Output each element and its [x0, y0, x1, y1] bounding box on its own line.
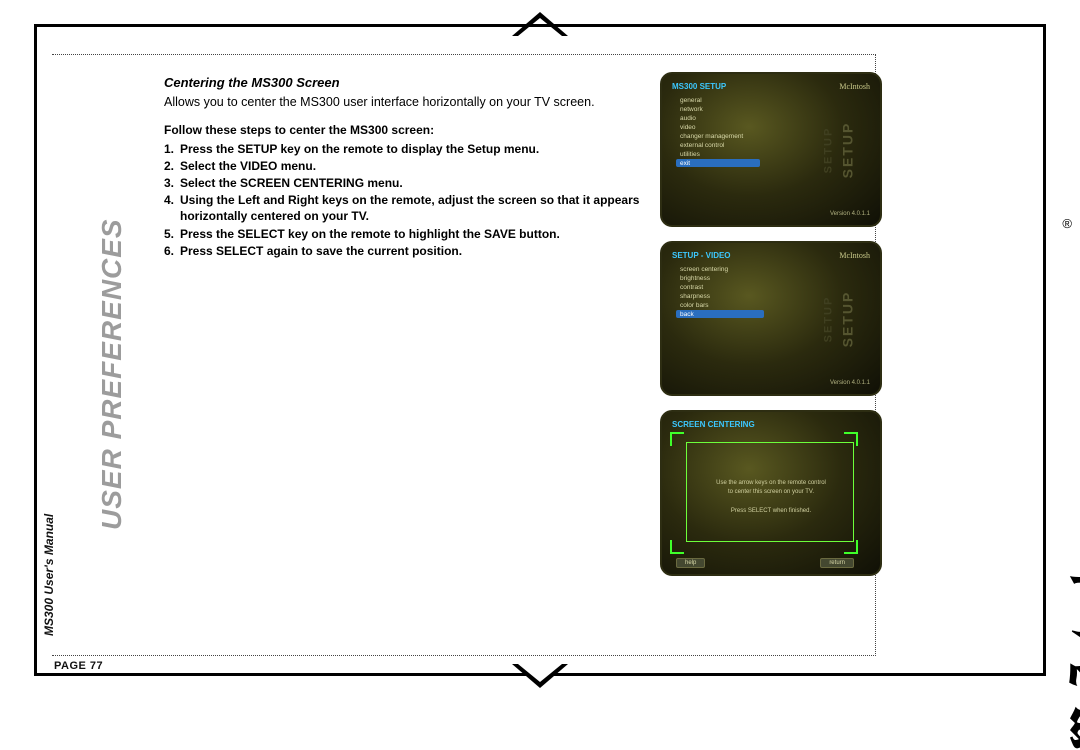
screen3-line1: Use the arrow keys on the remote control: [662, 480, 880, 486]
heading: Centering the MS300 Screen: [164, 74, 648, 92]
screenshot-screen-centering: SCREEN CENTERING Use the arrow keys on t…: [660, 410, 882, 576]
manual-label: MS300 User's Manual: [42, 514, 56, 636]
step-1: 1.Press the SETUP key on the remote to d…: [180, 141, 648, 157]
section-title: USER PREFERENCES: [96, 218, 128, 530]
menu-item: screen centering: [676, 265, 764, 273]
step-6-text: Press SELECT again to save the current p…: [180, 244, 462, 258]
corner-marker: [670, 540, 684, 554]
page-number: PAGE 77: [54, 660, 103, 672]
intro-text: Allows you to center the MS300 user inte…: [164, 94, 648, 111]
menu-item: changer management: [676, 132, 760, 140]
screen1-side-label-shadow: SETUP: [823, 126, 835, 173]
screen1-side-label: SETUP: [840, 121, 856, 178]
steps-intro: Follow these steps to center the MS300 s…: [164, 122, 648, 138]
screenshots-column: MS300 SETUP McIntosh general network aud…: [660, 72, 882, 576]
registered-icon: ®: [1062, 216, 1072, 231]
step-2: 2.Select the VIDEO menu.: [180, 158, 648, 174]
screen1-version: Version 4.0.1.1: [830, 211, 870, 217]
help-button: help: [676, 558, 705, 568]
screen3-title: SCREEN CENTERING: [672, 420, 755, 429]
menu-item: general: [676, 96, 760, 104]
step-4-text: Using the Left and Right keys on the rem…: [180, 193, 639, 223]
step-6: 6.Press SELECT again to save the current…: [180, 243, 648, 259]
screen1-menu: general network audio video changer mana…: [676, 96, 760, 167]
brand-logo: McIntosh: [1058, 565, 1080, 750]
menu-item-selected: back: [676, 310, 764, 318]
screen2-title: SETUP - VIDEO: [672, 251, 731, 260]
menu-item: brightness: [676, 274, 764, 282]
menu-item: color bars: [676, 301, 764, 309]
screen1-title: MS300 SETUP: [672, 82, 726, 91]
menu-item: audio: [676, 114, 760, 122]
step-2-text: Select the VIDEO menu.: [180, 159, 316, 173]
menu-item: external control: [676, 141, 760, 149]
screenshot-setup-video: SETUP - VIDEO McIntosh screen centering …: [660, 241, 882, 396]
screen2-side-label: SETUP: [840, 290, 856, 347]
screen3-line3: Press SELECT when finished.: [662, 508, 880, 514]
corner-marker: [670, 432, 684, 446]
corner-marker: [844, 540, 858, 554]
return-button: return: [820, 558, 854, 568]
step-4: 4.Using the Left and Right keys on the r…: [180, 192, 648, 224]
step-1-text: Press the SETUP key on the remote to dis…: [180, 142, 539, 156]
menu-item: network: [676, 105, 760, 113]
menu-item: contrast: [676, 283, 764, 291]
step-5: 5.Press the SELECT key on the remote to …: [180, 226, 648, 242]
step-3-text: Select the SCREEN CENTERING menu.: [180, 176, 403, 190]
menu-item: sharpness: [676, 292, 764, 300]
steps-list: 1.Press the SETUP key on the remote to d…: [164, 141, 648, 259]
screen2-side-label-shadow: SETUP: [823, 295, 835, 342]
screenshot-setup-main: MS300 SETUP McIntosh general network aud…: [660, 72, 882, 227]
screen2-version: Version 4.0.1.1: [830, 380, 870, 386]
menu-item: video: [676, 123, 760, 131]
screen1-brand: McIntosh: [839, 82, 870, 91]
step-5-text: Press the SELECT key on the remote to hi…: [180, 227, 560, 241]
step-3: 3.Select the SCREEN CENTERING menu.: [180, 175, 648, 191]
content-block: Centering the MS300 Screen Allows you to…: [164, 74, 648, 260]
screen2-brand: McIntosh: [839, 251, 870, 260]
frame-notch-bottom: [512, 664, 568, 688]
menu-item: utilities: [676, 150, 760, 158]
screen2-menu: screen centering brightness contrast sha…: [676, 265, 764, 318]
screen3-line2: to center this screen on your TV.: [662, 489, 880, 495]
menu-item-selected: exit: [676, 159, 760, 167]
